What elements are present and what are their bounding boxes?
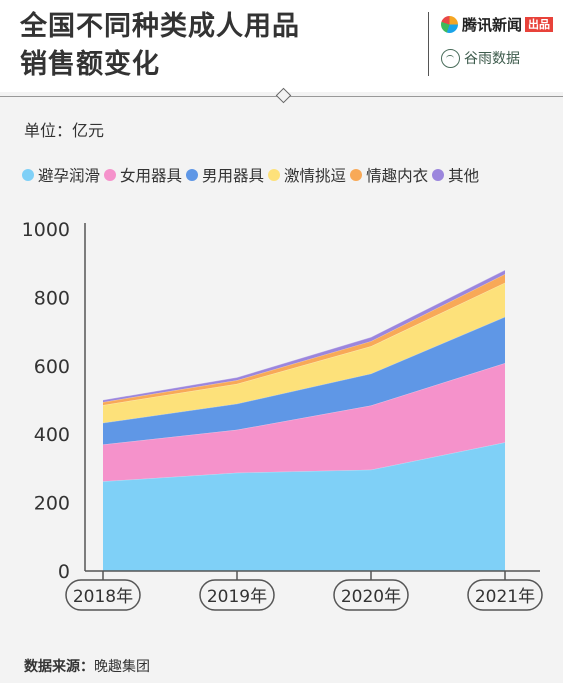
y-tick-label: 0 <box>58 561 70 583</box>
legend-item: 激情挑逗 <box>268 164 346 186</box>
legend-dot-icon <box>186 169 199 181</box>
legend-label: 激情挑逗 <box>284 167 347 185</box>
brand1-name: 腾讯新闻 <box>462 15 523 34</box>
legend-dot-icon <box>350 169 363 181</box>
legend-label: 情趣内衣 <box>366 167 429 185</box>
area-series-3 <box>103 282 505 423</box>
area-series-0 <box>103 442 505 571</box>
data-source: 数据来源：晚趣集团 <box>24 656 150 676</box>
legend-dot-icon <box>268 169 281 181</box>
x-tick-box <box>199 579 275 611</box>
legend-label: 女用器具 <box>120 167 183 185</box>
legend-label: 男用器具 <box>202 167 265 185</box>
area-series-2 <box>103 316 505 445</box>
tencent-news-brand: 腾讯新闻 出品 <box>441 12 554 36</box>
legend-item: 情趣内衣 <box>350 164 428 186</box>
legend-item: 避孕润滑 <box>22 164 100 186</box>
legend-dot-icon <box>104 169 117 181</box>
area-edge-5 <box>102 269 506 401</box>
x-tick-box <box>467 579 543 611</box>
stacked-area-chart: 0 200 400 600 800 1000 2018年 2019年 2020年 2021年 <box>22 219 543 611</box>
chart-legend: 避孕润滑 女用器具 男用器具 激情挑逗 情趣内衣 其他 <box>22 164 552 186</box>
x-tick-label: 2021年 <box>475 587 535 607</box>
x-tick-label: 2018年 <box>73 587 133 607</box>
source-value: 晚趣集团 <box>94 659 150 675</box>
source-label: 数据来源： <box>24 659 94 675</box>
y-tick-label: 800 <box>34 287 70 309</box>
brand1-badge: 出品 <box>525 16 554 32</box>
y-tick-label: 1000 <box>22 219 70 241</box>
x-tick-label: 2019年 <box>207 587 267 607</box>
x-tick-box <box>65 579 141 611</box>
title-line-2: 销售额变化 <box>20 49 160 80</box>
legend-dot-icon <box>432 169 445 181</box>
unit-label: 单位：亿元 <box>24 121 105 140</box>
guyu-logo-icon <box>441 48 460 68</box>
tencent-news-logo-icon <box>441 15 458 33</box>
y-tick-label: 200 <box>34 493 70 515</box>
header: 全国不同种类成人用品 销售额变化 腾讯新闻 出品 谷雨数据 <box>0 0 563 92</box>
x-tick-box <box>333 579 409 611</box>
legend-item: 男用器具 <box>186 164 264 186</box>
legend-item: 其他 <box>432 164 479 186</box>
title-line-1: 全国不同种类成人用品 <box>20 11 300 42</box>
legend-dot-icon <box>22 169 34 181</box>
legend-label: 其他 <box>448 167 480 185</box>
x-tick-label: 2020年 <box>341 587 401 607</box>
y-tick-label: 600 <box>34 356 70 378</box>
y-tick-label: 400 <box>34 424 70 446</box>
legend-label: 避孕润滑 <box>38 167 101 185</box>
brand2-name: 谷雨数据 <box>464 51 520 67</box>
guyu-data-brand: 谷雨数据 <box>441 46 520 70</box>
area-series-1 <box>103 363 505 482</box>
page-title: 全国不同种类成人用品 销售额变化 <box>20 8 300 84</box>
legend-item: 女用器具 <box>104 164 182 186</box>
brand-divider <box>428 12 429 76</box>
